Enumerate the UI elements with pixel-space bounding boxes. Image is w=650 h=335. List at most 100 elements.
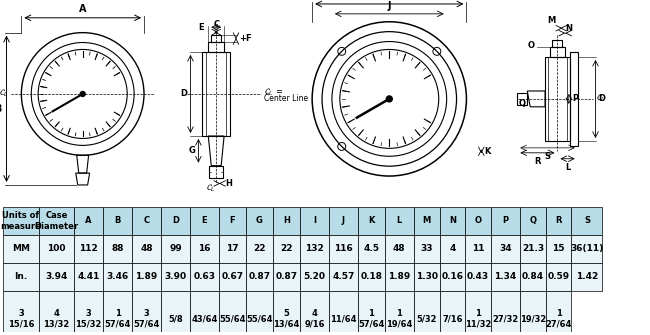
Text: 4
9/16: 4 9/16 <box>304 309 324 329</box>
Text: 11: 11 <box>472 245 484 253</box>
Text: 5/32: 5/32 <box>417 315 437 323</box>
Text: H: H <box>225 179 232 188</box>
Bar <box>491 207 520 235</box>
Bar <box>3 291 38 335</box>
Text: J: J <box>387 1 391 11</box>
Text: S: S <box>584 216 590 225</box>
Text: P: P <box>502 216 508 225</box>
Text: 43/64: 43/64 <box>191 315 218 323</box>
Bar <box>329 207 358 235</box>
Text: N: N <box>566 24 573 33</box>
Bar <box>103 263 132 291</box>
Bar <box>132 263 161 291</box>
Text: MM: MM <box>12 245 30 253</box>
Circle shape <box>386 96 392 102</box>
Text: 19/32: 19/32 <box>520 315 546 323</box>
Bar <box>385 291 414 335</box>
Text: A: A <box>79 4 86 14</box>
Text: B: B <box>0 104 1 114</box>
Bar <box>300 263 329 291</box>
Text: 48: 48 <box>393 245 406 253</box>
Bar <box>190 291 219 335</box>
Bar <box>520 207 546 235</box>
Bar <box>465 207 491 235</box>
Bar <box>300 235 329 263</box>
Text: 1.89: 1.89 <box>135 272 157 281</box>
Text: 3.94: 3.94 <box>45 272 68 281</box>
Text: S: S <box>545 152 551 161</box>
Bar <box>74 263 103 291</box>
Bar <box>385 235 414 263</box>
Text: G: G <box>188 146 196 155</box>
Text: B: B <box>114 216 121 225</box>
Text: E: E <box>199 23 204 32</box>
Bar <box>273 263 300 291</box>
Text: $\mathcal{C}_L$: $\mathcal{C}_L$ <box>0 87 8 99</box>
Text: 4
13/32: 4 13/32 <box>43 309 70 329</box>
Bar <box>74 235 103 263</box>
Text: 3
57/64: 3 57/64 <box>133 309 160 329</box>
Text: 27/32: 27/32 <box>493 315 519 323</box>
Bar <box>74 291 103 335</box>
Bar <box>329 263 358 291</box>
Bar <box>273 291 300 335</box>
Bar <box>132 207 161 235</box>
Text: 4: 4 <box>449 245 456 253</box>
Bar <box>209 166 223 178</box>
Text: 88: 88 <box>111 245 124 253</box>
Bar <box>439 235 465 263</box>
Text: K: K <box>368 216 374 225</box>
Text: 5
13/64: 5 13/64 <box>273 309 300 329</box>
Text: D: D <box>599 94 605 104</box>
Text: 3
15/16: 3 15/16 <box>8 309 34 329</box>
Bar <box>38 291 74 335</box>
Bar <box>571 263 603 291</box>
Bar <box>329 291 358 335</box>
Text: C: C <box>144 216 150 225</box>
Text: 48: 48 <box>140 245 153 253</box>
Bar <box>414 291 439 335</box>
Bar <box>300 291 329 335</box>
Bar <box>219 235 246 263</box>
Bar <box>246 235 273 263</box>
Bar <box>358 291 385 335</box>
Bar <box>246 207 273 235</box>
Bar <box>38 207 74 235</box>
Text: 0.87: 0.87 <box>248 272 270 281</box>
Text: D: D <box>181 89 187 98</box>
Bar <box>74 207 103 235</box>
Text: F: F <box>229 216 235 225</box>
Text: K: K <box>484 147 491 156</box>
Text: 11/64: 11/64 <box>330 315 357 323</box>
Bar <box>132 291 161 335</box>
Text: 1
19/64: 1 19/64 <box>386 309 413 329</box>
Bar <box>273 235 300 263</box>
Bar <box>38 235 74 263</box>
Text: 4.41: 4.41 <box>77 272 99 281</box>
Bar <box>546 263 571 291</box>
Text: 33: 33 <box>421 245 433 253</box>
Text: 0.87: 0.87 <box>276 272 298 281</box>
Text: 21.3: 21.3 <box>522 245 544 253</box>
Text: 1.34: 1.34 <box>495 272 517 281</box>
Bar <box>414 235 439 263</box>
Bar <box>552 40 562 47</box>
Text: H: H <box>283 216 290 225</box>
Bar <box>439 291 465 335</box>
Text: 0.43: 0.43 <box>467 272 489 281</box>
Bar <box>132 235 161 263</box>
Bar <box>491 291 520 335</box>
Bar <box>549 47 566 57</box>
Bar <box>273 207 300 235</box>
Bar <box>358 263 385 291</box>
Text: $\mathcal{C}_L$: $\mathcal{C}_L$ <box>206 183 216 194</box>
Bar <box>465 263 491 291</box>
Text: M: M <box>422 216 431 225</box>
Bar <box>570 52 578 146</box>
Bar <box>190 263 219 291</box>
Bar <box>208 42 224 52</box>
Bar <box>385 207 414 235</box>
Text: 4.57: 4.57 <box>332 272 354 281</box>
Bar <box>190 207 219 235</box>
Bar <box>190 235 219 263</box>
